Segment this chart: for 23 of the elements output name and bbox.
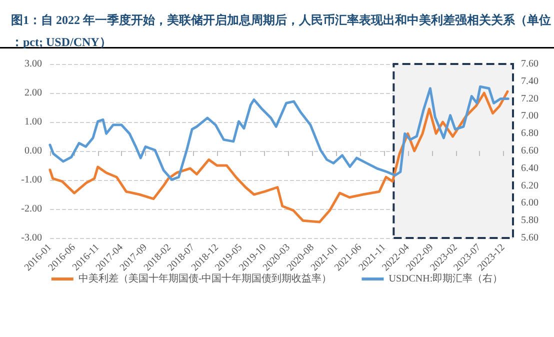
y2-tick-label: 6.20 <box>521 180 538 192</box>
line-series <box>48 90 509 224</box>
y2-tick-label: 5.80 <box>521 215 538 226</box>
y-tick-label: 0.00 <box>24 146 42 156</box>
y2-tick-label: 5.60 <box>521 232 538 244</box>
legend-label: USDCNH:即期汇率（右） <box>388 272 503 284</box>
y2-tick-label: 7.00 <box>521 110 538 122</box>
y2-tick-label: 6.60 <box>521 146 538 156</box>
y2-tick-label: 7.60 <box>521 58 538 70</box>
y2-tick-label: 6.80 <box>521 128 538 140</box>
y-tick-label: -2.00 <box>21 204 42 214</box>
legend-label: 中美利差（美国十年期国债-中国十年期国债到期收益率） <box>78 272 332 284</box>
y-tick-label: -1.00 <box>21 174 42 186</box>
y-tick-label: 2.00 <box>24 88 42 98</box>
y2-tick-label: 6.40 <box>521 162 538 174</box>
chart-title: 图1：自 2022 年一季度开始，美联储开启加息周期后，人民币汇率表现出和中美利差强相关关系（单位：pct; USD/CNY） <box>11 13 551 49</box>
y2-tick-label: 7.20 <box>521 93 538 104</box>
y-tick-label: 1.00 <box>24 116 42 128</box>
y2-tick-label: 7.40 <box>521 76 538 87</box>
y2-tick-label: 6.00 <box>521 198 538 209</box>
y-tick-label: -3.00 <box>21 232 42 244</box>
y-tick-label: 3.00 <box>24 58 42 70</box>
line-series <box>48 85 510 181</box>
